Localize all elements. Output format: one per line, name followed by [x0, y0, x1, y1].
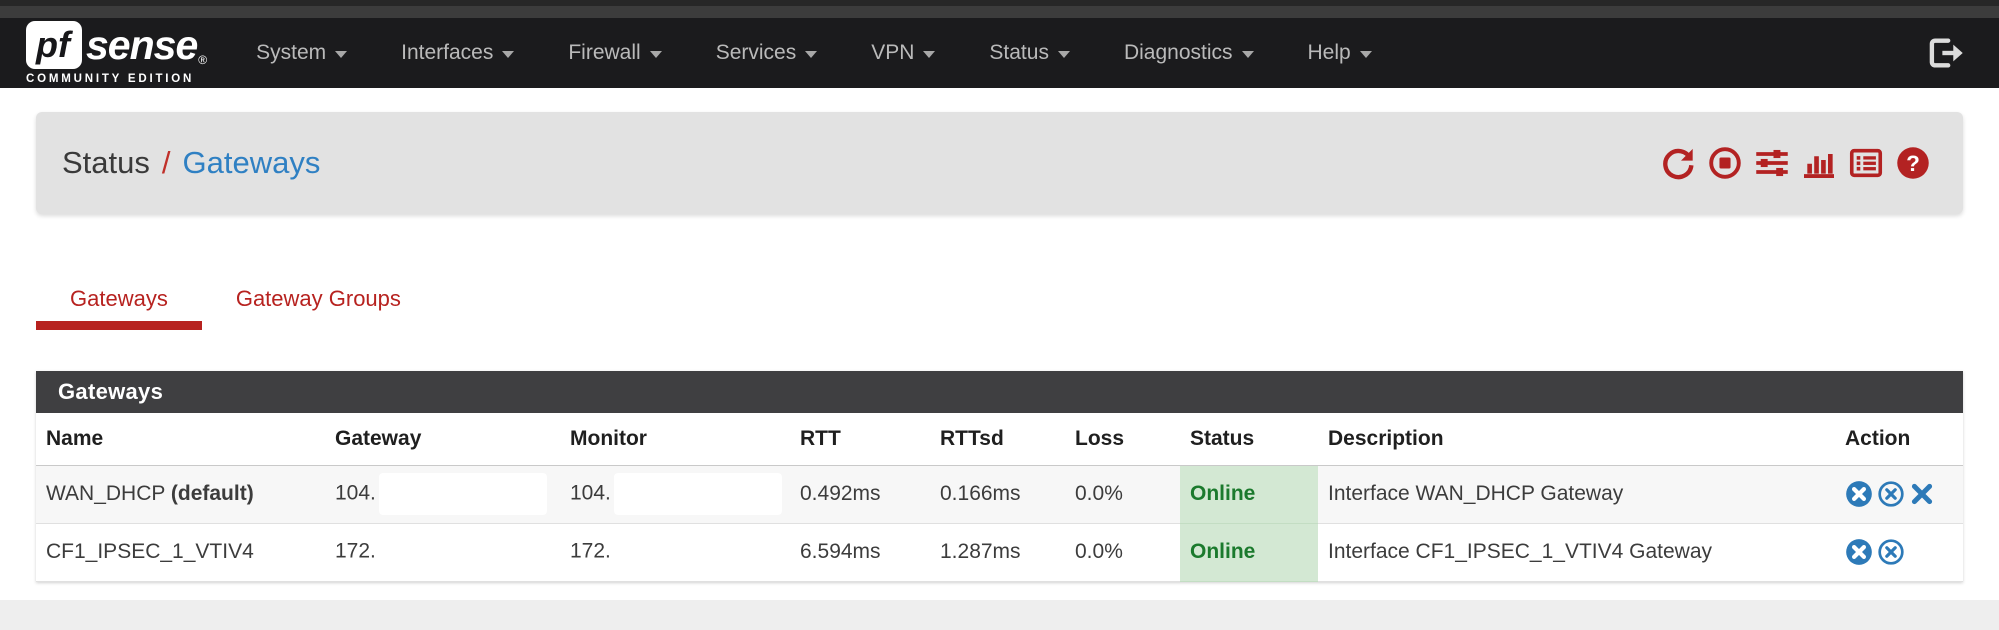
pfsense-logo[interactable]: pf sense ® COMMUNITY EDITION — [26, 21, 207, 85]
nav-item-help[interactable]: Help — [1281, 18, 1399, 88]
help-icon[interactable]: ? — [1895, 145, 1931, 181]
sense-wordmark: sense — [86, 21, 198, 68]
stop-icon[interactable] — [1707, 145, 1743, 181]
rttsd-value: 1.287ms — [930, 523, 1065, 582]
bar-chart-icon[interactable] — [1801, 145, 1837, 181]
col-description: Description — [1318, 413, 1835, 466]
redacted-ip — [378, 473, 547, 515]
pf-logo-box: pf — [26, 21, 82, 69]
rtt-value: 6.594ms — [790, 523, 930, 582]
log-icon[interactable] — [1848, 145, 1884, 181]
caret-down-icon — [335, 51, 348, 58]
table-row: CF1_IPSEC_1_VTIV4 172. 172. 6.594ms 1.28… — [36, 523, 1963, 582]
redacted-ip — [378, 531, 547, 573]
refresh-icon[interactable] — [1660, 145, 1696, 181]
circle-x-outline-icon[interactable] — [1877, 538, 1905, 566]
col-status: Status — [1180, 413, 1318, 466]
loss-value: 0.0% — [1065, 465, 1180, 524]
gateways-panel: Gateways Name Gateway Monitor RTT RTTsd … — [36, 371, 1963, 582]
x-icon[interactable] — [1909, 481, 1935, 507]
caret-down-icon — [502, 51, 515, 58]
page-bottom-background — [0, 600, 1999, 630]
caret-down-icon — [1359, 51, 1372, 58]
monitor-address: 172. — [560, 523, 790, 582]
gateway-description: Interface WAN_DHCP Gateway — [1318, 465, 1835, 524]
col-monitor: Monitor — [560, 413, 790, 466]
nav-item-diagnostics[interactable]: Diagnostics — [1097, 18, 1281, 88]
gateway-address: 104. — [325, 465, 560, 524]
circle-x-filled-icon[interactable] — [1845, 538, 1873, 566]
gateway-name: CF1_IPSEC_1_VTIV4 — [36, 523, 325, 582]
nav-menu: System Interfaces Firewall Services VPN … — [229, 18, 1399, 88]
registered-mark: ® — [198, 53, 208, 67]
caret-down-icon — [805, 51, 818, 58]
col-rtt: RTT — [790, 413, 930, 466]
rtt-value: 0.492ms — [790, 465, 930, 524]
col-loss: Loss — [1065, 413, 1180, 466]
col-rttsd: RTTsd — [930, 413, 1065, 466]
nav-item-vpn[interactable]: VPN — [844, 18, 962, 88]
table-row: WAN_DHCP (default) 104. 104. 0.492ms 0.1… — [36, 465, 1963, 524]
caret-down-icon — [649, 51, 662, 58]
window-top-strip — [0, 0, 1999, 18]
community-edition-label: COMMUNITY EDITION — [26, 73, 195, 85]
rttsd-value: 0.166ms — [930, 465, 1065, 524]
col-gateway: Gateway — [325, 413, 560, 466]
gateway-address: 172. — [325, 523, 560, 582]
gateways-table: Name Gateway Monitor RTT RTTsd Loss Stat… — [36, 413, 1963, 582]
action-buttons — [1835, 465, 1963, 524]
redacted-ip — [613, 473, 782, 515]
status-badge: Online — [1180, 523, 1318, 582]
caret-down-icon — [923, 51, 936, 58]
sign-out-icon[interactable] — [1927, 37, 1965, 69]
breadcrumb-page-link[interactable]: Gateways — [182, 145, 321, 180]
nav-item-interfaces[interactable]: Interfaces — [374, 18, 541, 88]
nav-item-firewall[interactable]: Firewall — [541, 18, 688, 88]
nav-item-system[interactable]: System — [229, 18, 374, 88]
caret-down-icon — [1241, 51, 1254, 58]
panel-title: Gateways — [36, 371, 1963, 413]
table-header-row: Name Gateway Monitor RTT RTTsd Loss Stat… — [36, 413, 1963, 466]
action-buttons — [1835, 523, 1963, 582]
monitor-address: 104. — [560, 465, 790, 524]
tab-gateway-groups[interactable]: Gateway Groups — [235, 286, 401, 311]
circle-x-filled-icon[interactable] — [1845, 480, 1873, 508]
circle-x-outline-icon[interactable] — [1877, 480, 1905, 508]
col-name: Name — [36, 413, 325, 466]
breadcrumb-bar: Status / Gateways — [36, 112, 1963, 214]
status-badge: Online — [1180, 465, 1318, 524]
loss-value: 0.0% — [1065, 523, 1180, 582]
default-badge: (default) — [170, 482, 254, 505]
redacted-ip — [613, 531, 782, 573]
breadcrumb-separator: / — [161, 145, 171, 180]
breadcrumb-icons: ? — [1660, 145, 1931, 181]
gateway-description: Interface CF1_IPSEC_1_VTIV4 Gateway — [1318, 523, 1835, 582]
col-action: Action — [1835, 413, 1963, 466]
svg-text:?: ? — [1906, 151, 1920, 176]
caret-down-icon — [1057, 51, 1070, 58]
tab-gateways[interactable]: Gateways — [36, 268, 202, 330]
nav-item-status[interactable]: Status — [962, 18, 1097, 88]
main-navbar: pf sense ® COMMUNITY EDITION System Inte… — [0, 18, 1999, 88]
breadcrumb-section: Status — [62, 145, 150, 180]
breadcrumb: Status / Gateways — [62, 145, 320, 181]
nav-item-services[interactable]: Services — [689, 18, 845, 88]
gateway-name: WAN_DHCP (default) — [36, 465, 325, 524]
sliders-icon[interactable] — [1754, 145, 1790, 181]
page-tabs: Gateways Gateway Groups — [36, 268, 435, 330]
